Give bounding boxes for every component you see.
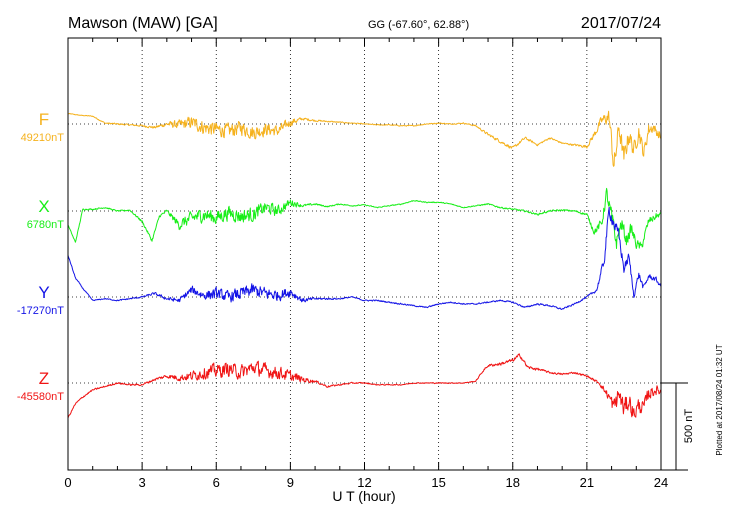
x-tick-label: 24 xyxy=(654,475,668,490)
baseline-value-x: 6780nT xyxy=(27,219,65,231)
series-name-y: Y xyxy=(38,283,49,302)
scale-bar-label: 500 nT xyxy=(683,409,695,444)
x-tick-label: 18 xyxy=(506,475,520,490)
baseline-labels: F 49210nT X 6780nT Y -17270nT Z -45580nT xyxy=(17,110,64,403)
trace-y xyxy=(67,206,662,310)
series-name-z: Z xyxy=(39,369,49,388)
x-tick-label: 12 xyxy=(357,475,371,490)
trace-f xyxy=(67,110,662,167)
x-tick-label: 3 xyxy=(139,475,146,490)
coordinates-label: GG (-67.60°, 62.88°) xyxy=(368,19,469,31)
x-axis-label: U T (hour) xyxy=(332,488,395,504)
date-label: 2017/07/24 xyxy=(581,15,661,32)
trace-z xyxy=(67,353,662,419)
x-tick-label: 15 xyxy=(431,475,445,490)
x-axis-ticks: 0 3 6 9 12 15 18 21 24 xyxy=(64,38,668,490)
grid-lines xyxy=(68,38,661,470)
plotted-timestamp: Plotted at 2017/08/24 01:32 UT xyxy=(715,344,724,455)
station-title: Mawson (MAW) [GA] xyxy=(68,15,218,32)
x-tick-label: 0 xyxy=(64,475,71,490)
traces xyxy=(67,110,662,419)
series-name-x: X xyxy=(38,197,49,216)
x-tick-label: 21 xyxy=(580,475,594,490)
baseline-value-f: 49210nT xyxy=(21,132,65,144)
scale-bar: 500 nT xyxy=(661,382,695,471)
series-name-f: F xyxy=(39,110,49,129)
baseline-value-z: -45580nT xyxy=(17,391,64,403)
x-tick-label: 6 xyxy=(213,475,220,490)
baseline-value-y: -17270nT xyxy=(17,305,64,317)
trace-x xyxy=(67,187,662,249)
x-tick-label: 9 xyxy=(287,475,294,490)
